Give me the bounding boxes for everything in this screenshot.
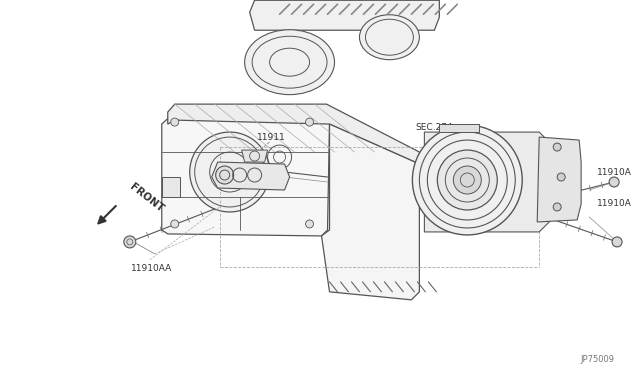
Polygon shape [168,104,419,164]
Circle shape [553,203,561,211]
Text: FRONT: FRONT [128,182,165,214]
Circle shape [305,118,314,126]
Polygon shape [162,112,330,236]
Polygon shape [424,132,554,232]
Circle shape [124,236,136,248]
Ellipse shape [244,30,335,94]
Circle shape [557,173,565,181]
Circle shape [612,237,622,247]
Polygon shape [321,124,419,300]
Polygon shape [242,150,268,162]
Polygon shape [250,0,439,30]
Circle shape [221,164,237,180]
Circle shape [171,118,179,126]
Text: SEC.274: SEC.274 [415,123,453,132]
Polygon shape [162,177,180,197]
Circle shape [216,166,234,184]
Polygon shape [212,162,289,190]
Circle shape [189,132,269,212]
Circle shape [171,220,179,228]
Circle shape [609,177,619,187]
Circle shape [553,143,561,151]
Circle shape [437,150,497,210]
Polygon shape [537,137,581,222]
Text: 11910A: 11910A [597,199,632,208]
Circle shape [305,220,314,228]
Polygon shape [439,124,479,132]
Ellipse shape [360,15,419,60]
Text: 11911: 11911 [257,132,286,142]
Text: 11910AA: 11910AA [131,264,172,273]
Circle shape [412,125,522,235]
Text: JP75009: JP75009 [580,355,614,364]
Circle shape [453,166,481,194]
Text: 11910A: 11910A [597,167,632,177]
